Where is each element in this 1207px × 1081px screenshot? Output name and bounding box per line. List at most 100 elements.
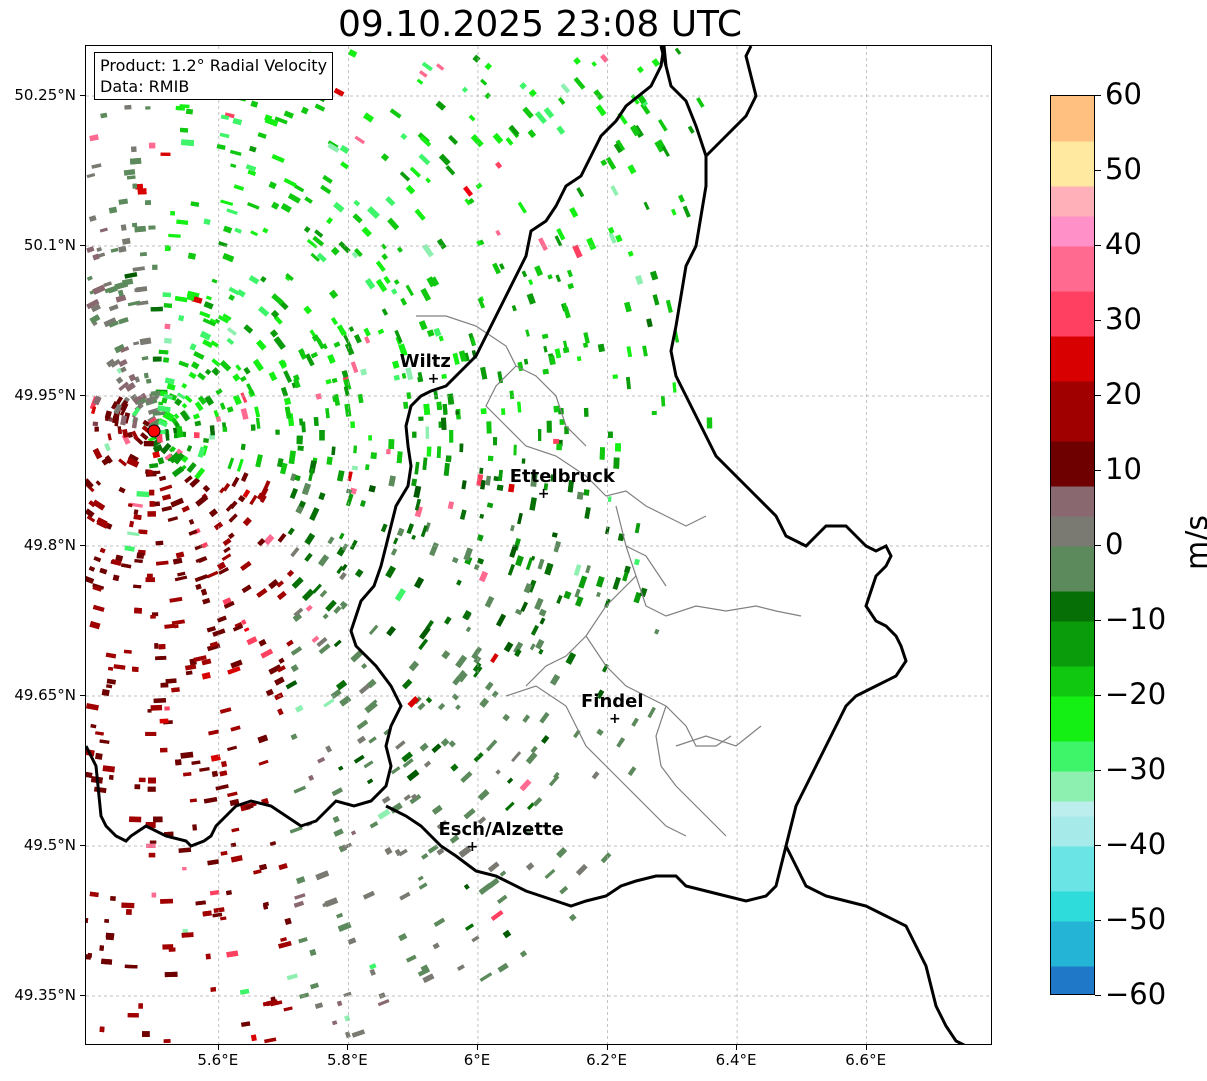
colorbar-band — [1051, 426, 1094, 442]
product-info-box: Product: 1.2° Radial Velocity Data: RMIB — [94, 52, 334, 100]
colorbar-band — [1051, 801, 1094, 817]
colorbar-band — [1051, 591, 1094, 607]
colorbar-tick-mark — [1095, 620, 1101, 621]
latitude-tick-mark — [80, 695, 85, 696]
city-marker-icon[interactable]: + — [609, 711, 621, 727]
canton-boundary — [625, 545, 667, 587]
city-marker-icon[interactable]: + — [427, 371, 440, 387]
colorbar-band — [1051, 246, 1094, 262]
canton-boundary — [525, 575, 637, 687]
colorbar-band — [1051, 981, 1094, 994]
luxembourg-border — [86, 46, 666, 848]
city-label: Esch/Alzette — [438, 819, 564, 840]
colorbar-tick-label: 20 — [1105, 377, 1142, 411]
colorbar-tick-label: −10 — [1105, 602, 1167, 636]
canton-boundary — [515, 365, 587, 447]
colorbar-band — [1051, 756, 1094, 772]
latitude-tick-label: 50.25°N — [14, 86, 76, 104]
latitude-tick-label: 50.1°N — [23, 236, 76, 254]
longitude-tick-mark — [217, 1045, 219, 1050]
colorbar-band — [1051, 156, 1094, 172]
colorbar-tick-label: 30 — [1105, 302, 1142, 336]
colorbar-band — [1051, 711, 1094, 727]
country-borders — [86, 46, 966, 1044]
colorbar-band — [1051, 486, 1094, 502]
colorbar-band — [1051, 891, 1094, 907]
colorbar-band — [1051, 561, 1094, 577]
city-label: Wiltz — [399, 351, 451, 372]
latitude-tick-mark — [80, 995, 85, 996]
longitude-tick-label: 6.2°E — [586, 1051, 627, 1069]
german-border — [659, 46, 668, 67]
latitude-tick-mark — [80, 845, 85, 846]
city-marker-icon[interactable]: + — [466, 839, 479, 855]
colorbar-band — [1051, 846, 1094, 862]
colorbar-band — [1051, 861, 1094, 877]
colorbar-tick-mark — [1095, 545, 1101, 546]
colorbar-band — [1051, 321, 1094, 337]
colorbar-band — [1051, 771, 1094, 787]
colorbar-band — [1051, 606, 1094, 622]
longitude-tick-mark — [865, 1045, 867, 1050]
longitude-tick-label: 6.4°E — [715, 1051, 757, 1069]
german-border — [704, 46, 758, 158]
radar-map-canvas[interactable] — [86, 46, 992, 1045]
radar-velocity-layer — [86, 47, 713, 1044]
colorbar-tick-mark — [1095, 245, 1101, 246]
city-label: Ettelbruck — [509, 466, 615, 487]
colorbar-tick-label: −30 — [1105, 752, 1167, 786]
colorbar-tick-mark — [1095, 170, 1101, 171]
canton-boundary — [505, 685, 687, 837]
map-title: 09.10.2025 23:08 UTC — [337, 4, 743, 45]
colorbar-band — [1051, 936, 1094, 952]
velocity-colorbar — [1050, 95, 1095, 995]
colorbar-band — [1051, 441, 1094, 457]
radar-map[interactable] — [85, 45, 992, 1045]
colorbar-tick-label: −40 — [1105, 827, 1167, 861]
colorbar-band — [1051, 501, 1094, 517]
colorbar-band — [1051, 201, 1094, 217]
longitude-tick-mark — [476, 1045, 478, 1050]
latitude-tick-mark — [80, 95, 85, 96]
colorbar-tick-mark — [1095, 695, 1101, 696]
colorbar-band — [1051, 621, 1094, 637]
colorbar-band — [1051, 366, 1094, 382]
colorbar-band — [1051, 411, 1094, 427]
colorbar-band — [1051, 336, 1094, 352]
colorbar-band — [1051, 216, 1094, 232]
latitude-tick-label: 49.65°N — [14, 686, 76, 704]
product-label: Product: 1.2° Radial Velocity — [100, 56, 328, 75]
colorbar-band — [1051, 681, 1094, 697]
city-label: Findel — [581, 691, 644, 712]
colorbar-band — [1051, 531, 1094, 547]
colorbar-tick-label: −20 — [1105, 677, 1167, 711]
colorbar-band — [1051, 726, 1094, 742]
radar-site-marker[interactable] — [147, 424, 161, 438]
longitude-tick-label: 6°E — [463, 1051, 491, 1069]
colorbar-band — [1051, 786, 1094, 802]
longitude-tick-label: 6.6°E — [845, 1051, 887, 1069]
colorbar-band — [1051, 906, 1094, 922]
colorbar-band — [1051, 876, 1094, 892]
colorbar-tick-label: 60 — [1105, 77, 1142, 111]
canton-boundary — [416, 315, 707, 527]
colorbar-band — [1051, 546, 1094, 562]
colorbar-band — [1051, 396, 1094, 412]
latitude-tick-mark — [80, 545, 85, 546]
city-marker-icon[interactable]: + — [537, 486, 550, 502]
colorbar-tick-label: −60 — [1105, 977, 1167, 1011]
canton-boundary — [675, 725, 762, 747]
colorbar-tick-mark — [1095, 95, 1101, 96]
colorbar-band — [1051, 576, 1094, 592]
colorbar-tick-label: 10 — [1105, 452, 1142, 486]
colorbar-tick-mark — [1095, 770, 1101, 771]
longitude-tick-mark — [736, 1045, 738, 1050]
colorbar-band — [1051, 126, 1094, 142]
colorbar-band — [1051, 456, 1094, 472]
colorbar-band — [1051, 96, 1094, 112]
colorbar-band — [1051, 231, 1094, 247]
colorbar-tick-mark — [1095, 320, 1101, 321]
latitude-tick-label: 49.5°N — [23, 836, 76, 854]
colorbar-tick-label: 40 — [1105, 227, 1142, 261]
colorbar-band — [1051, 816, 1094, 832]
